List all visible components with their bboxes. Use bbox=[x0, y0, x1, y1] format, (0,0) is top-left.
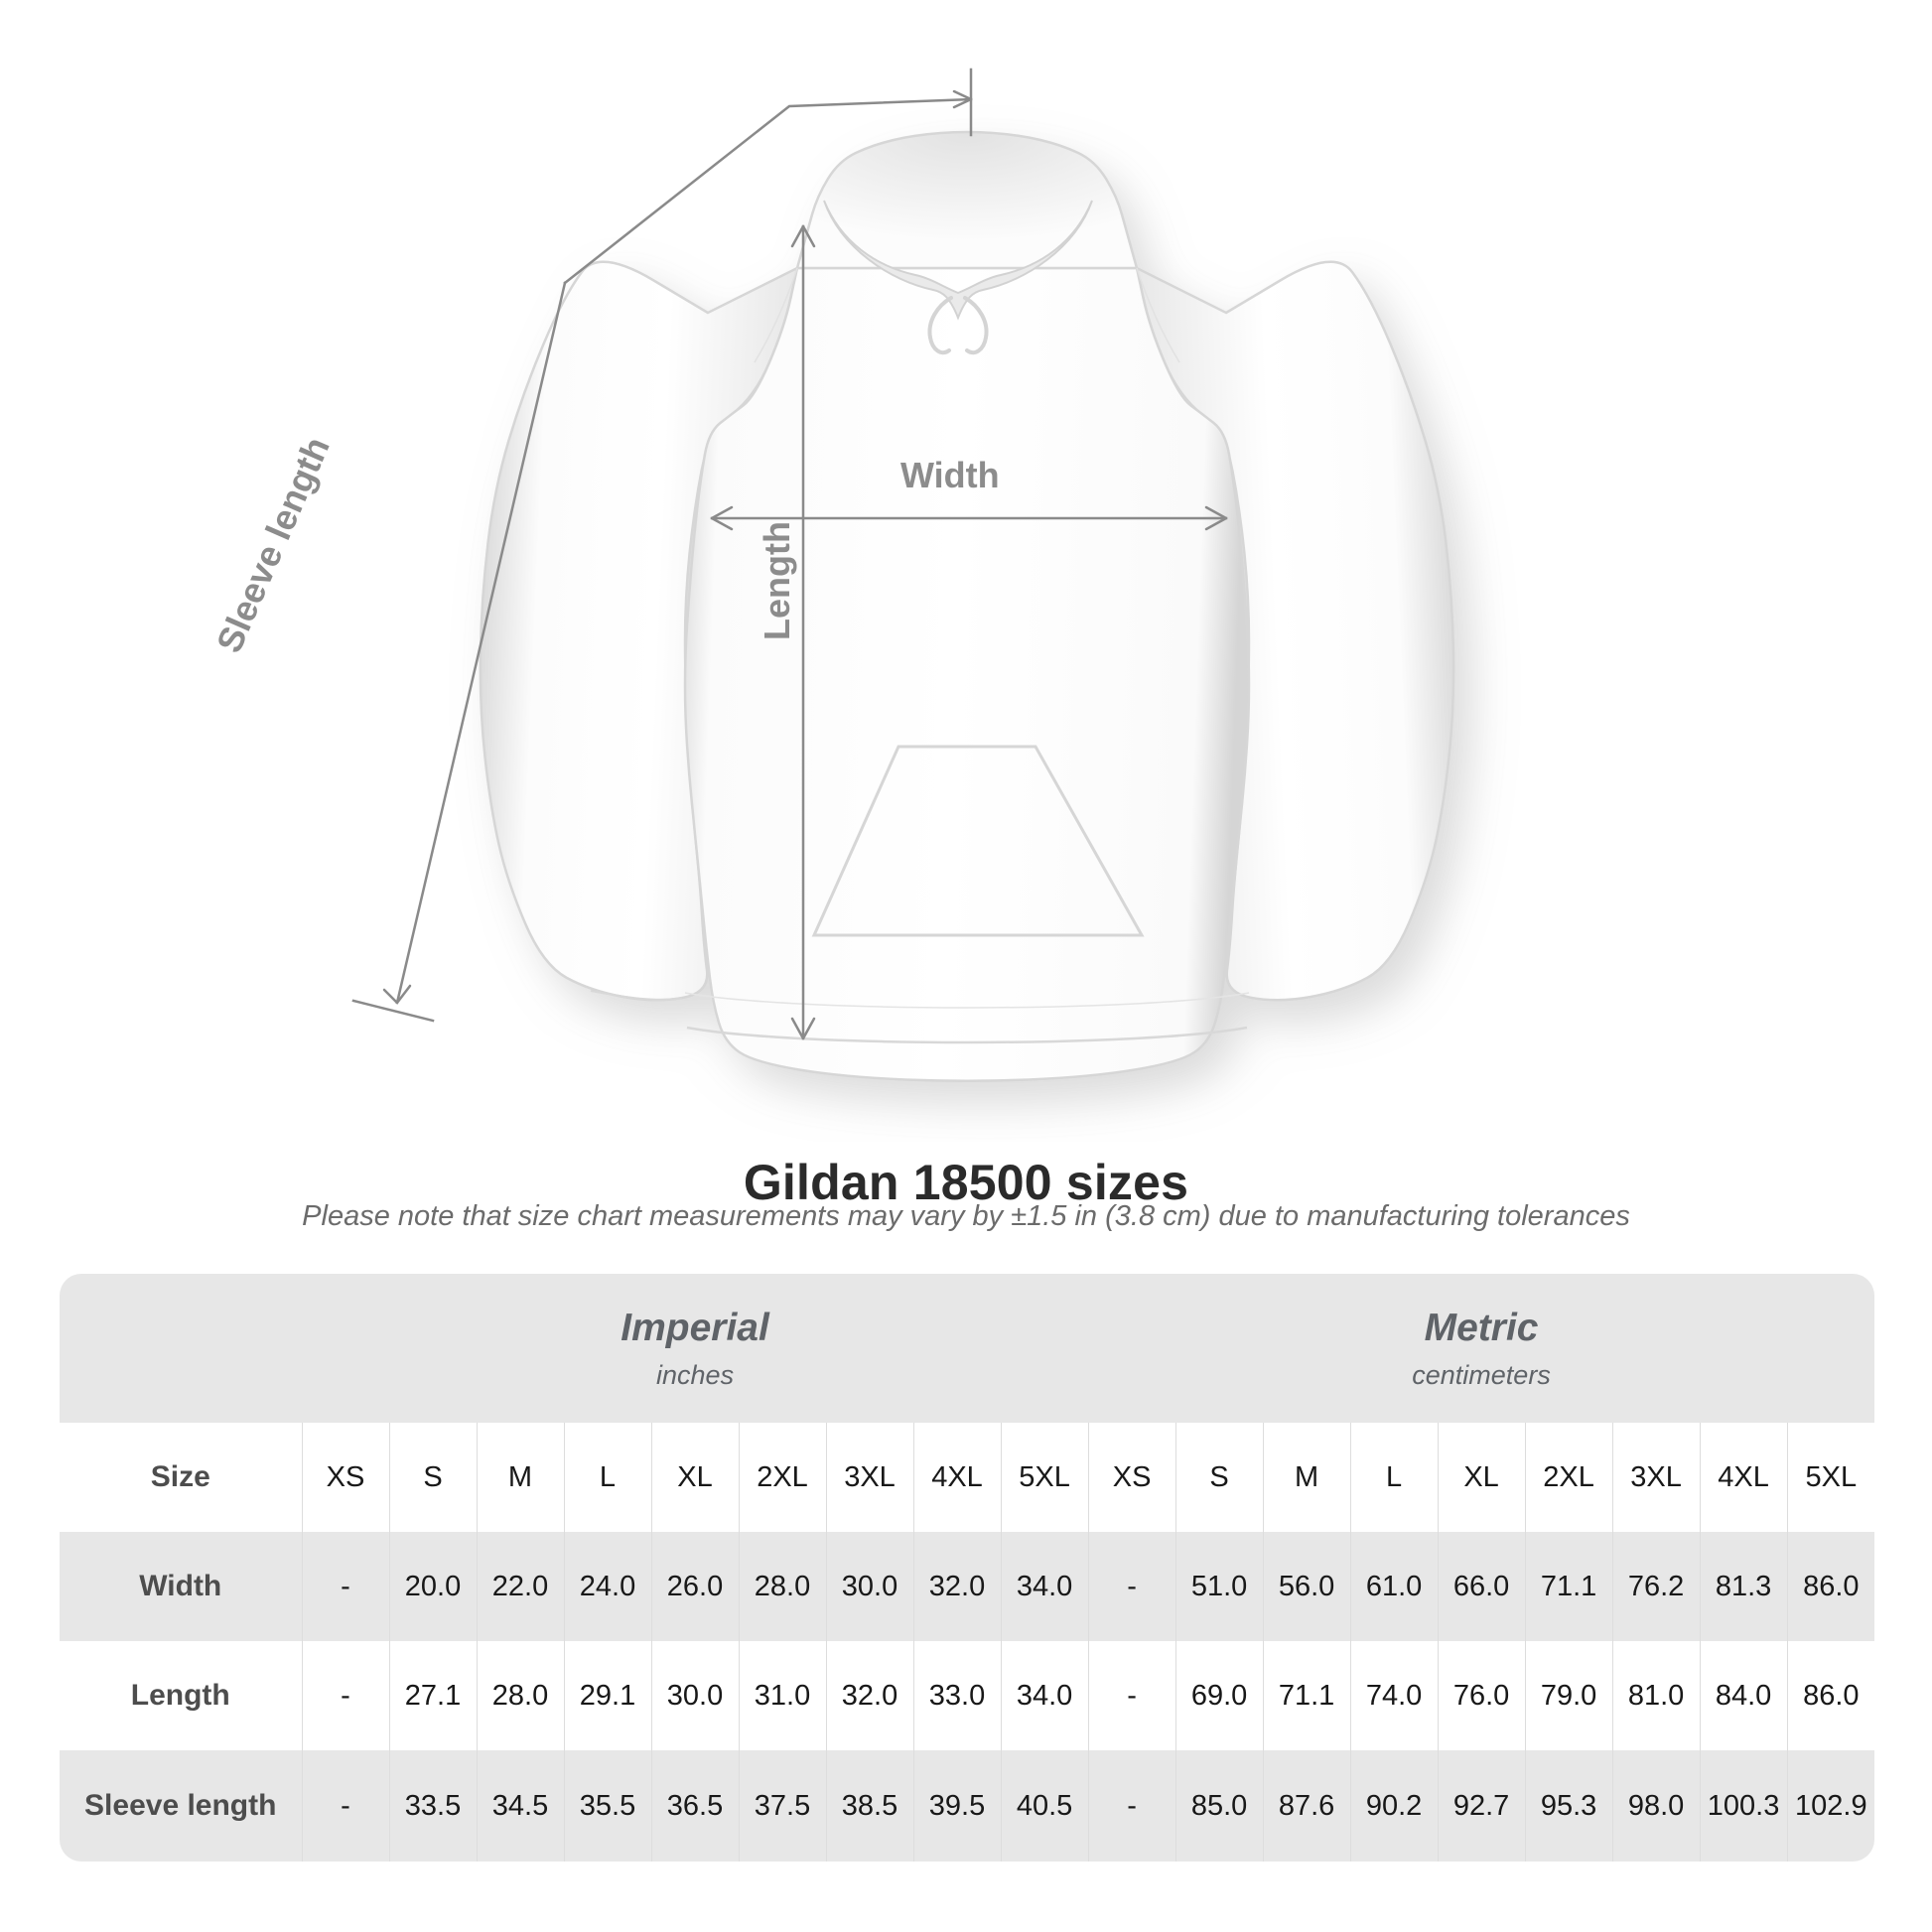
svg-text:Sleeve length: Sleeve length bbox=[208, 431, 338, 658]
svg-text:Length: Length bbox=[757, 521, 797, 640]
svg-text:Width: Width bbox=[900, 455, 1000, 495]
